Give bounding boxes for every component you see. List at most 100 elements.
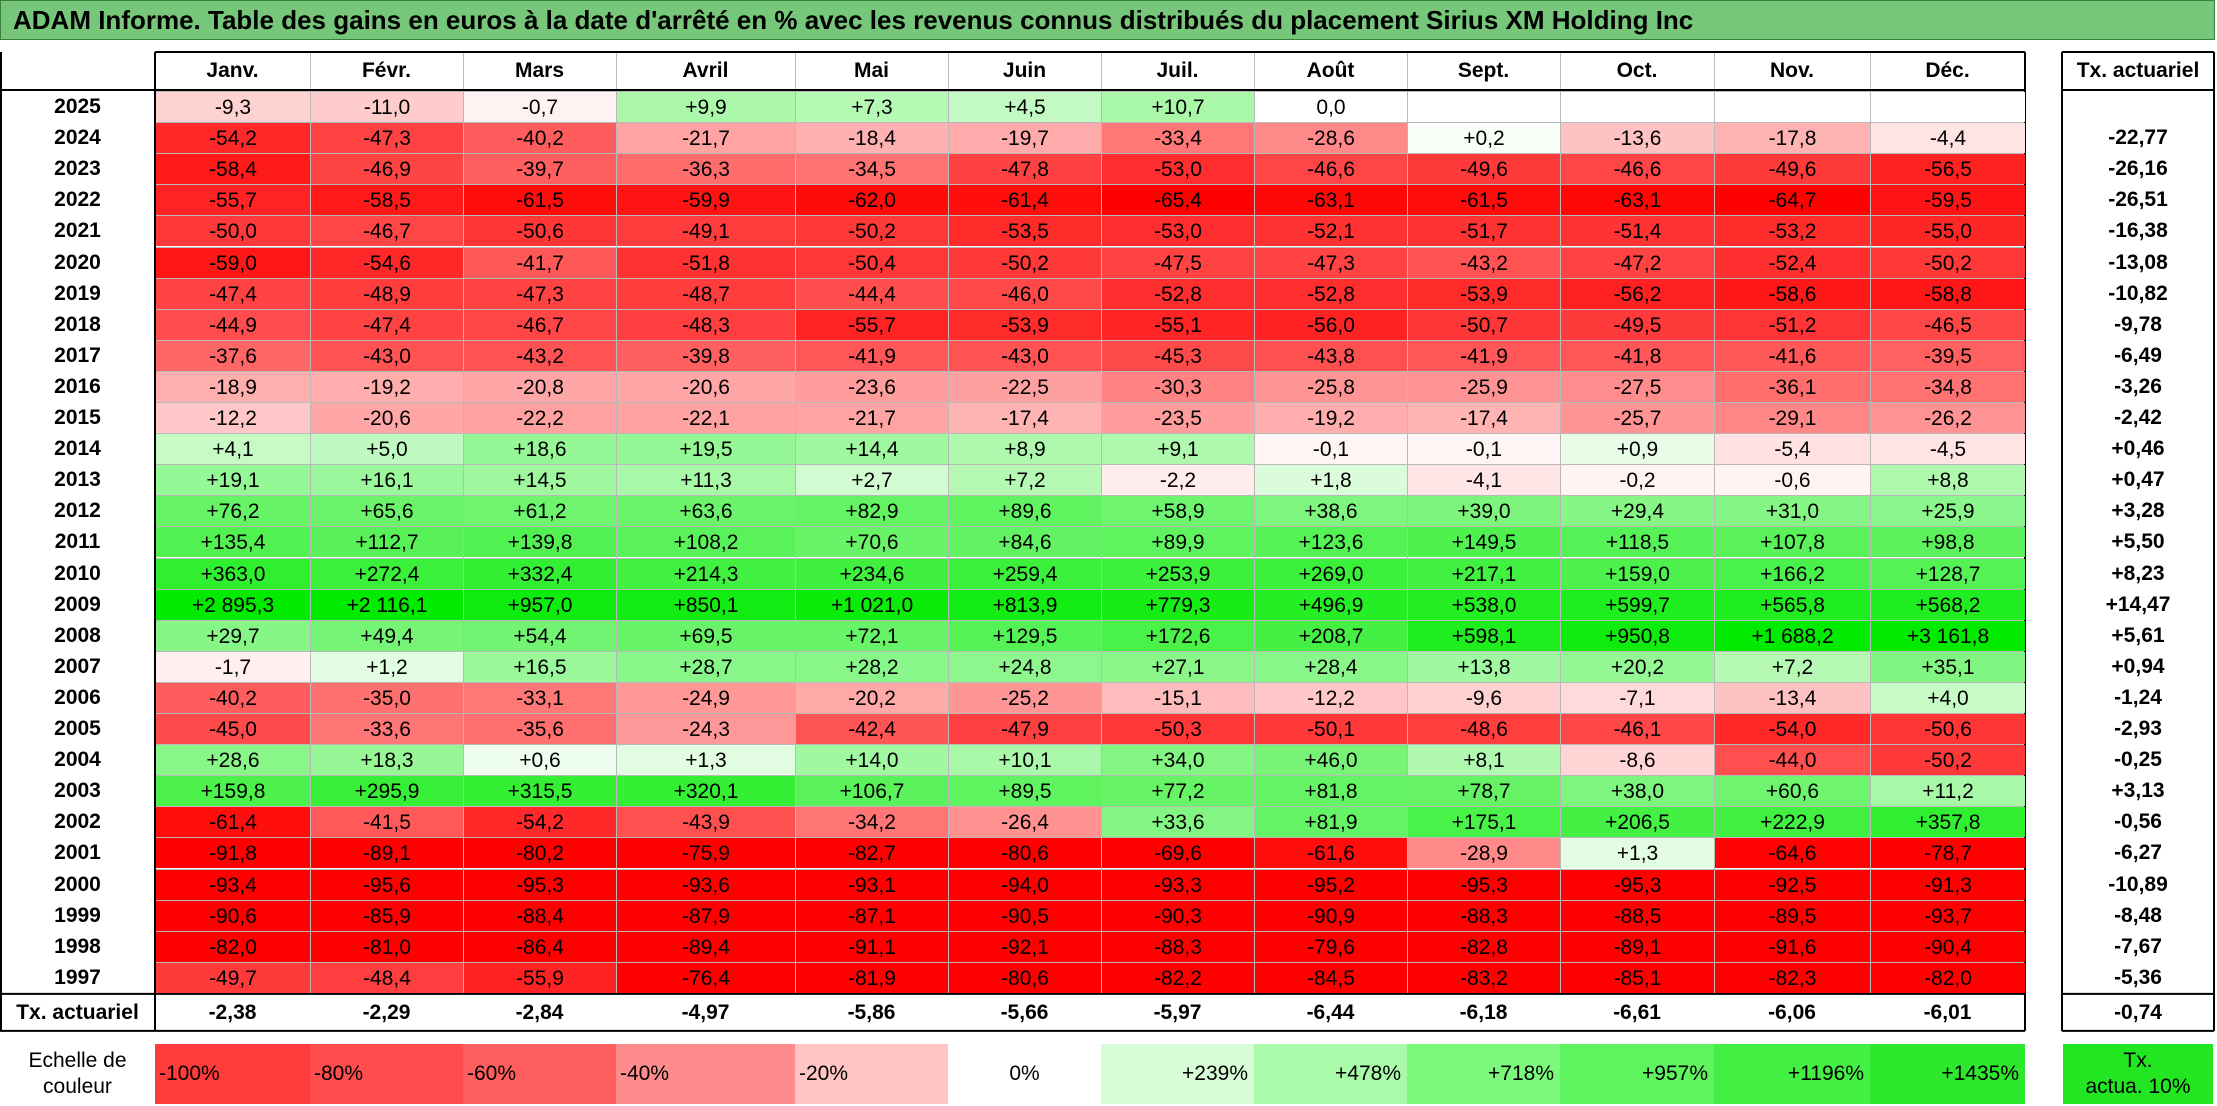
heatmap-cell: -90,6	[156, 900, 310, 931]
annual-rate: -2,42	[2114, 406, 2162, 429]
heatmap-cell: +16,1	[311, 465, 463, 496]
heatmap-cell: -12,2	[1255, 682, 1407, 713]
totals-cell: -4,97	[681, 1000, 730, 1024]
heatmap-cell: +20,2	[1561, 651, 1714, 682]
heatmap-cell: +259,4	[949, 558, 1101, 589]
year-label: 2024	[54, 126, 101, 150]
heatmap-cell: -44,0	[1715, 745, 1870, 776]
heatmap-cell: +129,5	[949, 620, 1101, 651]
heatmap-cell: -7,1	[1561, 682, 1714, 713]
heatmap-cell: -64,6	[1715, 838, 1870, 869]
heatmap-cell: -95,3	[1561, 869, 1714, 900]
annual-rate: -13,08	[2108, 250, 2168, 274]
heatmap-cell: +496,9	[1255, 589, 1407, 620]
heatmap-cell: +7,2	[1715, 651, 1870, 682]
heatmap-cell: +39,0	[1408, 496, 1560, 527]
heatmap-cell: -22,5	[949, 371, 1101, 402]
heatmap-cell: +81,9	[1255, 807, 1407, 838]
heatmap-cell: +253,9	[1102, 558, 1254, 589]
totals-cell: -5,86	[847, 1000, 896, 1024]
heatmap-cell: -50,2	[949, 247, 1101, 278]
heatmap-cell: -41,6	[1715, 340, 1870, 371]
heatmap-cell: +16,5	[464, 651, 616, 682]
heatmap-cell: -50,2	[1871, 745, 2025, 776]
heatmap-cell: -28,6	[1255, 123, 1407, 154]
heatmap-cell: -55,7	[796, 309, 948, 340]
heatmap-cell: +1 021,0	[796, 589, 948, 620]
heatmap-cell: +28,6	[156, 745, 310, 776]
heatmap-cell: -90,5	[949, 900, 1101, 931]
heatmap-cell: +46,0	[1255, 745, 1407, 776]
heatmap-cell: +98,8	[1871, 527, 2025, 558]
heatmap-cell: -81,9	[796, 962, 948, 993]
heatmap-cell: +106,7	[796, 776, 948, 807]
annual-rate: -16,38	[2108, 219, 2168, 243]
heatmap-cell: +28,2	[796, 651, 948, 682]
totals-cell: -6,18	[1459, 1000, 1508, 1024]
heatmap-cell: -61,4	[156, 807, 310, 838]
heatmap-cell: -93,7	[1871, 900, 2025, 931]
annual-rate: -6,49	[2114, 343, 2162, 367]
heatmap-cell: +1,3	[1561, 838, 1714, 869]
heatmap-cell: -47,4	[311, 309, 463, 340]
heatmap-cell: -51,8	[617, 247, 795, 278]
heatmap-cell: -48,7	[617, 278, 795, 309]
year-label: 2008	[54, 623, 101, 647]
heatmap-cell: -58,4	[156, 154, 310, 185]
heatmap-cell: +175,1	[1408, 807, 1560, 838]
heatmap-cell: -49,5	[1561, 309, 1714, 340]
heatmap-cell: -79,6	[1255, 931, 1407, 962]
heatmap-cell: +1,2	[311, 651, 463, 682]
heatmap-cell: -2,2	[1102, 465, 1254, 496]
heatmap-cell: +72,1	[796, 620, 948, 651]
heatmap-cell: +29,4	[1561, 496, 1714, 527]
heatmap-cell: +208,7	[1255, 620, 1407, 651]
heatmap-cell: -82,3	[1715, 962, 1870, 993]
heatmap-cell: +28,4	[1255, 651, 1407, 682]
year-label: 2025	[54, 95, 101, 118]
heatmap-cell: +850,1	[617, 589, 795, 620]
heatmap-cell: -88,3	[1102, 931, 1254, 962]
heatmap-cell: -53,9	[1408, 278, 1560, 309]
heatmap-cell: +159,8	[156, 776, 310, 807]
heatmap-cell: -29,1	[1715, 403, 1870, 434]
heatmap-cell: -89,4	[617, 931, 795, 962]
month-header: Janv.	[206, 59, 259, 82]
heatmap-cell: +11,3	[617, 465, 795, 496]
annual-rate: +8,23	[2111, 561, 2165, 585]
heatmap-cell: -90,4	[1871, 931, 2025, 962]
heatmap-cell: +89,9	[1102, 527, 1254, 558]
heatmap-cell: -43,0	[949, 340, 1101, 371]
month-header: Juin	[1002, 59, 1047, 82]
heatmap-cell: -18,4	[796, 123, 948, 154]
heatmap-cell: +14,5	[464, 465, 616, 496]
annual-rate: -6,27	[2114, 841, 2162, 865]
heatmap-cell: -63,1	[1561, 185, 1714, 216]
annual-rate: +5,50	[2111, 530, 2165, 554]
heatmap-cell: +63,6	[617, 496, 795, 527]
heatmap-cell: +2 116,1	[311, 589, 463, 620]
year-label: 2000	[54, 872, 101, 896]
heatmap-cell: -50,2	[796, 216, 948, 247]
heatmap-cell: -84,5	[1255, 962, 1407, 993]
heatmap-cell: -50,6	[1871, 714, 2025, 745]
heatmap-cell: -50,4	[796, 247, 948, 278]
heatmap-cell: -46,7	[311, 216, 463, 247]
heatmap-cell: -47,8	[949, 154, 1101, 185]
heatmap-cell: -50,7	[1408, 309, 1560, 340]
heatmap-cell: -82,7	[796, 838, 948, 869]
heatmap-cell: -41,8	[1561, 340, 1714, 371]
heatmap-cell: +10,7	[1102, 92, 1254, 123]
heatmap-cell: -33,6	[311, 714, 463, 745]
heatmap-cell: -93,3	[1102, 869, 1254, 900]
heatmap-cell: -47,4	[156, 278, 310, 309]
heatmap-cell: +320,1	[617, 776, 795, 807]
heatmap-cell: +2,7	[796, 465, 948, 496]
heatmap-cell: +9,9	[617, 92, 795, 123]
heatmap-cell: +28,7	[617, 651, 795, 682]
heatmap-cell: -54,0	[1715, 714, 1870, 745]
heatmap-cell: -93,4	[156, 869, 310, 900]
heatmap-cell: +295,9	[311, 776, 463, 807]
year-label: 1997	[54, 965, 101, 989]
heatmap-cell: +538,0	[1408, 589, 1560, 620]
